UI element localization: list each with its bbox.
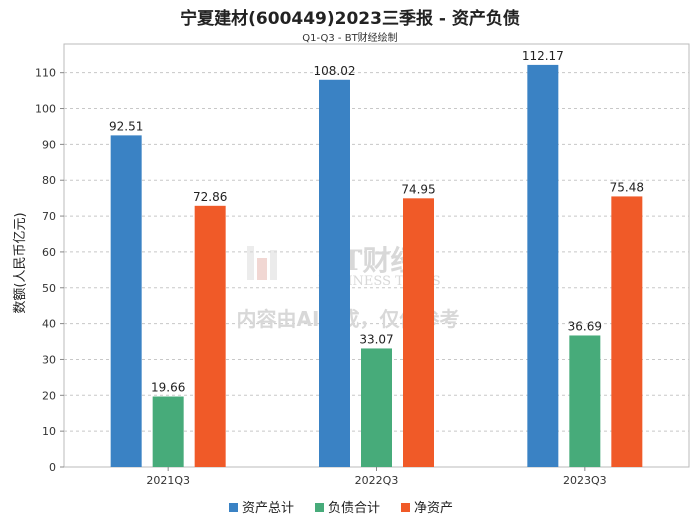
- y-tick-label: 20: [42, 389, 56, 402]
- x-tick-label: 2021Q3: [146, 474, 190, 487]
- bar: [110, 135, 142, 467]
- bar: [194, 205, 226, 467]
- y-tick-label: 50: [42, 282, 56, 295]
- bar: [611, 196, 643, 467]
- y-tick-label: 100: [35, 103, 56, 116]
- legend-label: 负债合计: [328, 501, 380, 516]
- bar: [319, 79, 350, 468]
- data-label: 92.51: [109, 119, 143, 133]
- bar: [403, 198, 434, 467]
- data-label: 112.17: [522, 49, 564, 63]
- data-label: 36.69: [568, 319, 602, 333]
- y-tick-label: 10: [42, 425, 56, 438]
- data-label: 19.66: [151, 381, 185, 395]
- bar: [527, 64, 559, 467]
- y-tick-label: 30: [42, 353, 56, 366]
- chart-title: 宁夏建材(600449)2023三季报 - 资产负债: [180, 9, 520, 29]
- bt-logo-icon: [247, 246, 277, 280]
- x-tick-label: 2022Q3: [355, 474, 399, 487]
- y-tick-label: 110: [35, 67, 56, 80]
- data-label: 74.95: [401, 182, 435, 196]
- data-label: 72.86: [193, 190, 227, 204]
- bar: [152, 396, 184, 467]
- legend-swatch: [315, 503, 324, 512]
- legend: 资产总计 负债合计 净资产: [229, 501, 453, 516]
- bars-layer: 92.51 19.66 72.86 108.02 33.07 74.95 112.17 36.…: [109, 49, 644, 468]
- y-tick-label: 0: [49, 461, 56, 474]
- data-label: 75.48: [610, 180, 644, 194]
- y-tick-label: 80: [42, 174, 56, 187]
- y-tick-label: 70: [42, 210, 56, 223]
- legend-label: 资产总计: [242, 501, 294, 516]
- x-tick-label: 2023Q3: [563, 474, 607, 487]
- bar: [569, 335, 601, 467]
- data-label: 33.07: [359, 332, 393, 346]
- y-tick-label: 60: [42, 246, 56, 259]
- data-label: 108.02: [314, 64, 356, 78]
- chart-subtitle: Q1-Q3 - BT财经绘制: [302, 33, 398, 44]
- y-tick-label: 90: [42, 138, 56, 151]
- legend-label: 净资产: [414, 501, 453, 516]
- y-axis-label: 数额(人民币亿元): [13, 212, 28, 313]
- bar: [361, 348, 392, 467]
- legend-swatch: [229, 503, 238, 512]
- axes-layer: 0 10 20 30 40 50 60 70 80 90 100 110 2021Q3 2022Q3 202…: [35, 67, 607, 487]
- y-tick-label: 40: [42, 318, 56, 331]
- legend-swatch: [401, 503, 410, 512]
